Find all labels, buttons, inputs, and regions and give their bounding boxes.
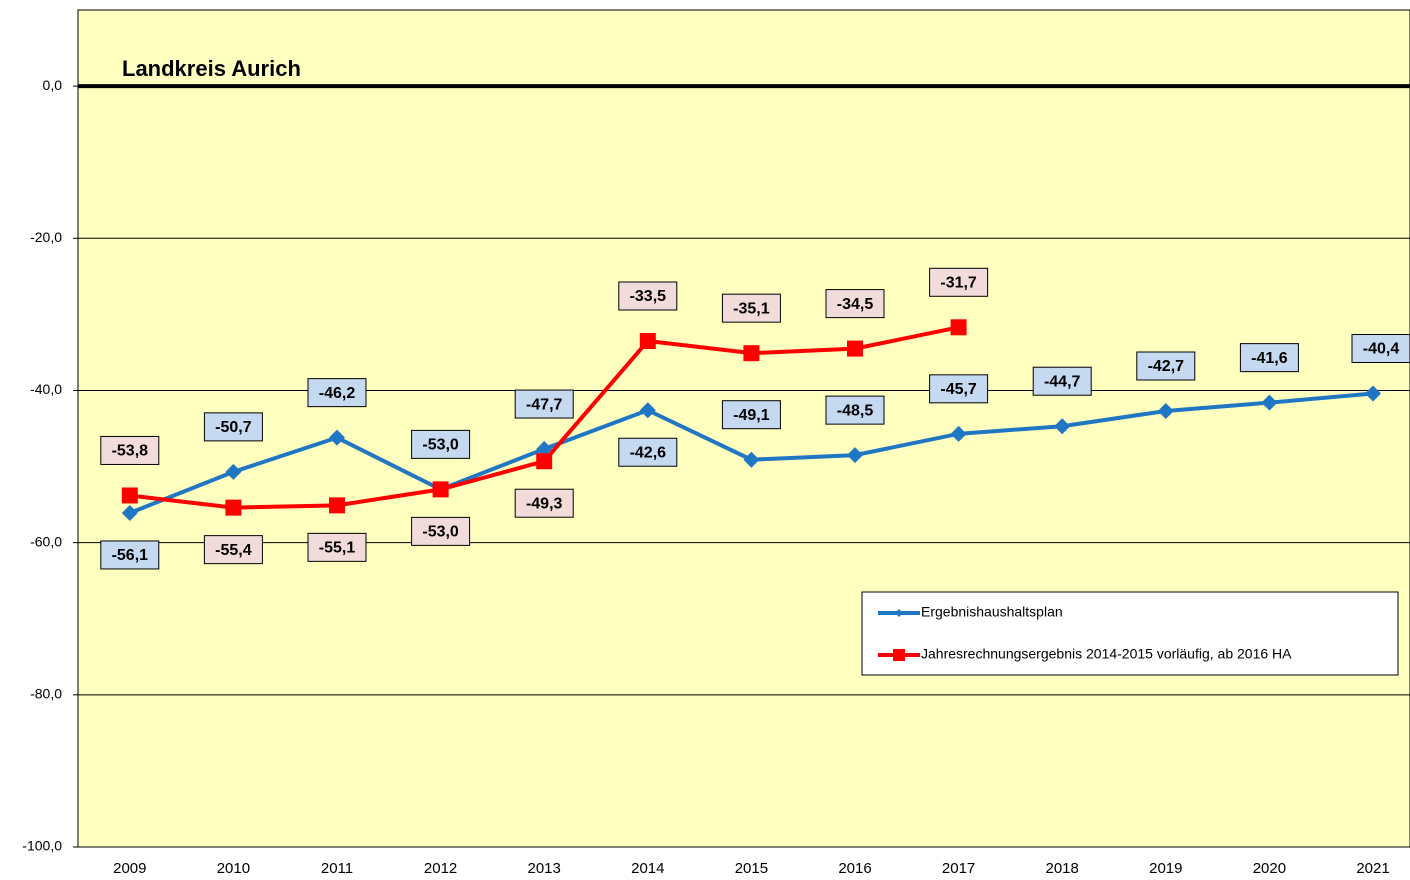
- y-tick-label: 0,0: [43, 77, 63, 93]
- marker: [432, 481, 449, 498]
- data-label: -47,7: [526, 396, 563, 413]
- marker: [1261, 394, 1278, 411]
- data-label: -46,2: [319, 385, 356, 402]
- label-box: [1136, 351, 1196, 381]
- marker: [847, 340, 863, 357]
- marker: [743, 345, 760, 362]
- label-box: [307, 532, 367, 562]
- label-box: [203, 535, 263, 565]
- marker: [121, 504, 138, 521]
- data-label: -53,0: [422, 437, 459, 454]
- label-box: [929, 374, 989, 404]
- marker: [536, 441, 553, 458]
- data-label: -35,1: [733, 300, 770, 317]
- data-label: -42,7: [1148, 358, 1185, 375]
- data-label: -42,6: [630, 444, 667, 461]
- legend-marker: [895, 609, 903, 617]
- x-tick-label: 2014: [631, 860, 664, 877]
- marker: [329, 429, 345, 446]
- label-box: [929, 267, 989, 297]
- label-box: [1032, 366, 1092, 396]
- x-tick-label: 2020: [1253, 860, 1286, 877]
- label-box: [825, 395, 885, 425]
- data-label: -45,7: [940, 381, 977, 398]
- data-label: -55,4: [215, 542, 252, 559]
- data-label: -49,3: [526, 495, 563, 512]
- y-tick-label: -60,0: [30, 533, 62, 549]
- label-box: [411, 516, 471, 546]
- marker: [225, 463, 242, 480]
- label-box: [825, 289, 885, 319]
- y-tick-label: -80,0: [30, 686, 62, 702]
- x-tick-label: 2010: [217, 860, 250, 877]
- marker: [950, 425, 967, 442]
- y-tick-label: -100,0: [22, 838, 62, 854]
- x-tick-label: 2021: [1356, 860, 1389, 877]
- label-box: [721, 293, 781, 323]
- marker: [121, 487, 138, 504]
- data-label: -40,4: [1363, 341, 1400, 358]
- data-label: -49,1: [733, 407, 770, 424]
- legend: Ergebnishaushaltsplan Jahresrechnungserge…: [861, 591, 1399, 676]
- marker: [950, 319, 967, 336]
- marker: [639, 402, 656, 419]
- x-tick-label: 2018: [1046, 860, 1079, 877]
- label-box: [100, 540, 160, 570]
- label-box: [100, 435, 160, 465]
- x-tick-label: 2017: [942, 860, 975, 877]
- marker: [536, 453, 553, 470]
- data-label: -34,5: [837, 296, 874, 313]
- data-label: -53,0: [422, 524, 459, 541]
- label-box: [203, 412, 263, 442]
- x-tick-label: 2011: [321, 860, 353, 877]
- x-tick-label: 2012: [424, 860, 457, 877]
- data-label: -31,7: [940, 275, 977, 292]
- marker: [1365, 385, 1381, 402]
- legend-box: [861, 591, 1399, 676]
- data-label: -56,1: [112, 547, 149, 564]
- data-label: -50,7: [215, 419, 252, 436]
- label-box: [1351, 333, 1410, 363]
- y-tick-label: -40,0: [30, 381, 62, 397]
- label-box: [307, 378, 367, 408]
- marker: [847, 447, 863, 464]
- marker: [639, 332, 656, 349]
- marker: [225, 499, 242, 516]
- label-box: [618, 437, 678, 467]
- data-label: -48,5: [837, 402, 874, 419]
- data-label: -53,8: [112, 443, 149, 460]
- chart-title: Landkreis Aurich: [122, 56, 301, 81]
- label-box: [514, 389, 574, 419]
- marker: [1157, 402, 1174, 419]
- legend-marker: [893, 649, 905, 661]
- data-label: -33,5: [630, 288, 667, 305]
- x-tick-label: 2015: [735, 860, 768, 877]
- data-label: -44,7: [1044, 373, 1081, 390]
- x-tick-label: 2019: [1149, 860, 1182, 877]
- y-tick-label: -20,0: [30, 229, 62, 245]
- data-label: -41,6: [1251, 350, 1288, 367]
- label-box: [411, 429, 471, 459]
- marker: [743, 451, 760, 468]
- label-box: [1239, 343, 1299, 373]
- marker: [1054, 418, 1071, 435]
- legend-label: Ergebnishaushaltsplan: [921, 604, 1063, 620]
- data-label: -55,1: [319, 540, 356, 557]
- label-box: [721, 400, 781, 430]
- label-box: [514, 488, 574, 518]
- marker: [329, 497, 345, 514]
- x-tick-label: 2016: [838, 860, 871, 877]
- x-tick-label: 2013: [528, 860, 561, 877]
- label-box: [618, 281, 678, 311]
- legend-label: Jahresrechnungsergebnis 2014-2015 vorläu…: [921, 646, 1292, 662]
- x-tick-label: 2009: [113, 860, 146, 877]
